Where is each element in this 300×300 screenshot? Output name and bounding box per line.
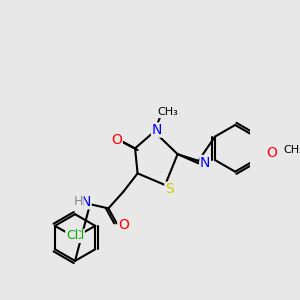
Text: O: O bbox=[267, 146, 278, 160]
Text: S: S bbox=[165, 182, 174, 196]
Text: Cl: Cl bbox=[66, 230, 78, 242]
Text: N: N bbox=[200, 155, 210, 170]
Text: H: H bbox=[74, 195, 83, 208]
Text: N: N bbox=[152, 123, 162, 137]
Text: N: N bbox=[81, 195, 91, 209]
Text: O: O bbox=[118, 218, 129, 232]
Text: CH₃: CH₃ bbox=[157, 107, 178, 118]
Text: CH₃: CH₃ bbox=[283, 145, 300, 155]
Text: Cl: Cl bbox=[72, 230, 84, 242]
Text: O: O bbox=[111, 133, 122, 147]
